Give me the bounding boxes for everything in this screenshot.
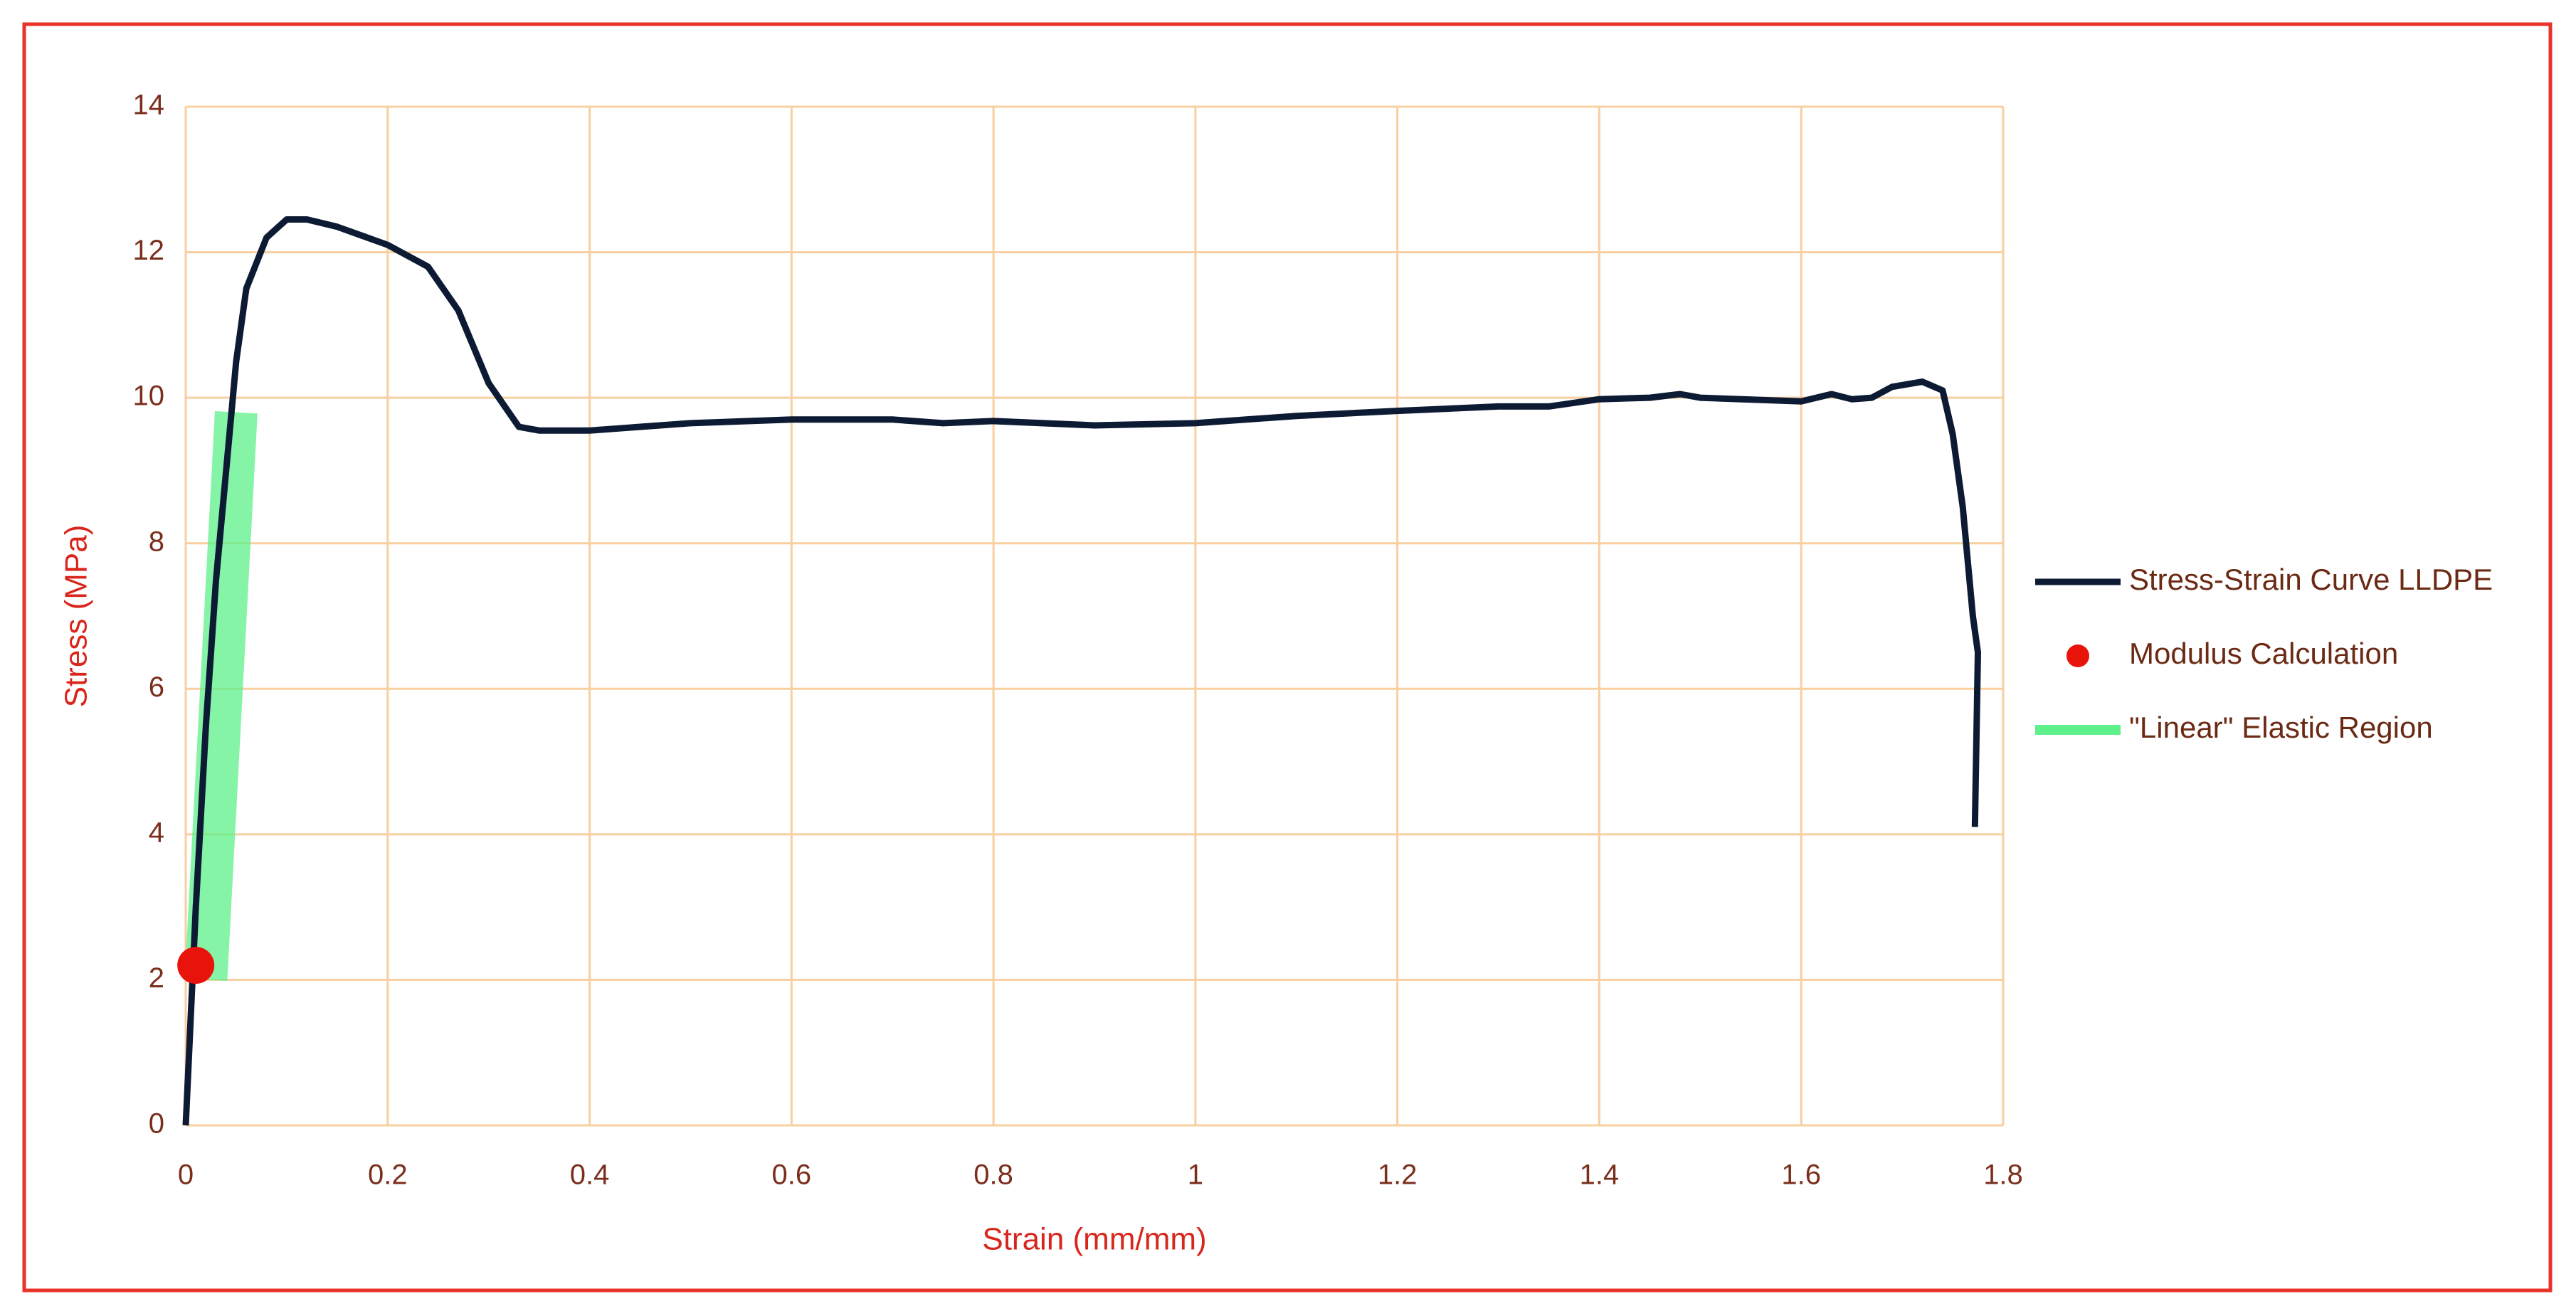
y-tick-label: 12 xyxy=(133,235,165,266)
y-tick-label: 10 xyxy=(133,381,165,412)
y-tick-label: 6 xyxy=(149,672,164,703)
x-tick-label: 0.6 xyxy=(772,1160,812,1191)
y-tick-label: 8 xyxy=(149,526,164,557)
legend-label: Modulus Calculation xyxy=(2129,637,2398,670)
legend-label: Stress-Strain Curve LLDPE xyxy=(2129,563,2493,596)
elastic-band xyxy=(184,411,258,981)
y-tick-label: 4 xyxy=(149,817,164,848)
x-tick-label: 1.2 xyxy=(1378,1160,1418,1191)
legend-label: "Linear" Elastic Region xyxy=(2129,711,2433,744)
x-axis-title: Strain (mm/mm) xyxy=(982,1222,1206,1257)
x-tick-label: 0.4 xyxy=(570,1160,610,1191)
legend-swatch xyxy=(2066,644,2089,667)
x-tick-label: 0.8 xyxy=(973,1160,1013,1191)
x-tick-label: 0.2 xyxy=(368,1160,408,1191)
frame xyxy=(22,22,2553,1293)
x-tick-label: 1 xyxy=(1188,1160,1203,1191)
y-tick-label: 2 xyxy=(149,962,164,994)
x-tick-label: 1.8 xyxy=(1983,1160,2023,1191)
y-tick-label: 0 xyxy=(149,1108,164,1140)
y-axis-title: Stress (MPa) xyxy=(59,525,94,708)
data-line xyxy=(182,216,1981,1126)
x-tick-label: 0 xyxy=(178,1160,194,1191)
x-tick-label: 1.6 xyxy=(1781,1160,1821,1191)
x-tick-label: 1.4 xyxy=(1580,1160,1620,1191)
data-point xyxy=(177,946,215,984)
y-tick-label: 14 xyxy=(133,90,165,121)
